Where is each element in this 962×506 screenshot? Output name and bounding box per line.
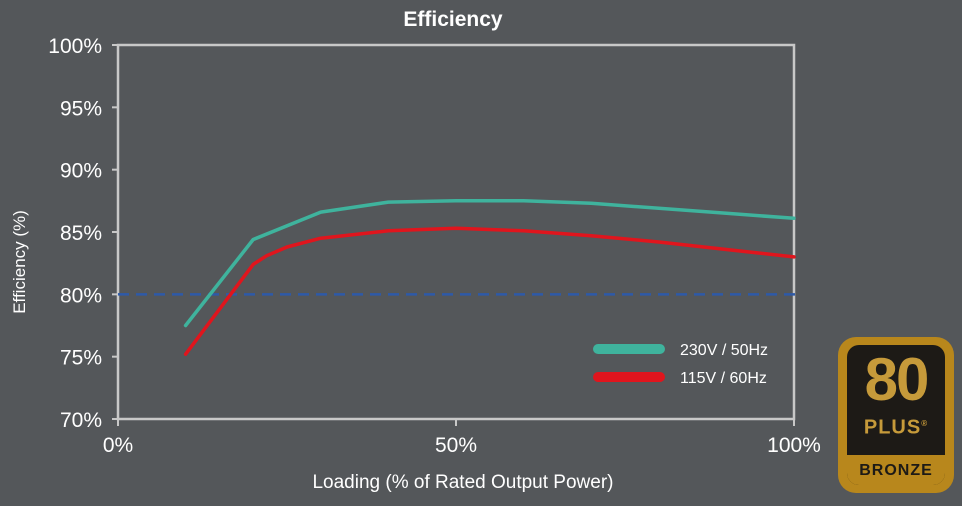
y-tick-label: 90%: [60, 160, 102, 183]
x-axis-label: Loading (% of Rated Output Power): [312, 472, 613, 493]
y-tick-label: 85%: [60, 222, 102, 245]
x-tick-label: 0%: [103, 434, 133, 457]
y-axis: 100% 95% 90% 85% 80% 75% 70%: [48, 35, 118, 432]
badge-plus-text: PLUS®: [847, 413, 945, 439]
badge-number: 80: [864, 346, 930, 413]
series-line-0: [183, 199, 796, 328]
x-axis: 0% 50% 100%: [103, 419, 821, 457]
y-axis-label: Efficiency (%): [10, 210, 29, 314]
80-plus-bronze-badge: 80 PLUS® BRONZE: [838, 337, 954, 493]
legend-label: 115V / 60Hz: [680, 370, 767, 387]
badge-tier-bar: [847, 455, 945, 485]
y-tick-label: 75%: [60, 347, 102, 370]
badge-plus-label: PLUS: [863, 416, 922, 439]
y-tick-label: 95%: [60, 97, 102, 120]
y-tick-label: 100%: [48, 35, 102, 58]
legend: 230V / 50Hz 115V / 60Hz: [593, 342, 768, 387]
badge-inner: 80 PLUS® BRONZE: [847, 345, 945, 485]
series-line-1: [183, 226, 796, 356]
badge-registered-mark: ®: [921, 419, 929, 428]
x-tick-label: 50%: [435, 434, 477, 457]
series-group: [183, 199, 796, 356]
x-tick-label: 100%: [767, 434, 821, 457]
chart-title: Efficiency: [403, 8, 503, 31]
badge-tier-label: BRONZE: [859, 462, 933, 479]
plot-frame: [116, 43, 796, 421]
y-tick-label: 70%: [60, 409, 102, 432]
legend-label: 230V / 50Hz: [680, 342, 768, 359]
y-tick-label: 80%: [60, 284, 102, 307]
